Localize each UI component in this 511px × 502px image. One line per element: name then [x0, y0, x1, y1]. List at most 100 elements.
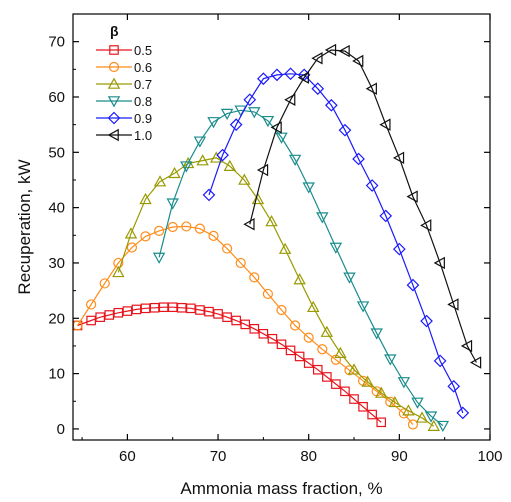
data-point: [338, 123, 352, 137]
data-point: [456, 406, 470, 420]
data-point: [356, 301, 370, 313]
legend-marker: [107, 77, 121, 89]
data-point: [320, 325, 334, 337]
data-point: [216, 148, 229, 162]
y-axis: 0 10 20 30 40 50 60 70: [48, 34, 490, 438]
data-point: [374, 386, 388, 398]
data-point: [240, 319, 251, 330]
data-point: [208, 230, 219, 241]
x-tick-label: 60: [119, 448, 136, 465]
series-0.5: [72, 302, 387, 428]
series-line: [158, 109, 444, 427]
data-point: [122, 306, 133, 316]
data-point: [194, 223, 206, 234]
data-point: [257, 72, 270, 86]
data-point: [267, 333, 278, 344]
legend-marker: [109, 45, 119, 55]
data-point: [238, 173, 251, 185]
data-point: [388, 395, 402, 408]
legend-label: 0.6: [134, 60, 152, 75]
data-point: [447, 298, 459, 311]
data-point: [276, 304, 287, 316]
data-point: [293, 273, 306, 285]
data-point: [397, 377, 411, 389]
data-point: [167, 302, 178, 313]
y-tick-label: 0: [57, 421, 65, 438]
data-point: [402, 404, 415, 416]
data-point: [370, 328, 383, 340]
data-point: [303, 358, 314, 368]
legend-item: 0.6: [96, 60, 152, 75]
data-point: [427, 419, 441, 431]
data-point: [469, 356, 482, 369]
data-point: [270, 68, 284, 82]
data-point: [149, 302, 160, 313]
data-point: [248, 107, 261, 119]
series-0.8: [152, 105, 450, 433]
data-point: [424, 411, 438, 423]
data-point: [340, 386, 350, 397]
legend-label: 0.8: [134, 94, 152, 109]
data-point: [294, 351, 305, 362]
data-point: [196, 154, 209, 166]
x-tick-label: 80: [300, 448, 317, 465]
data-point: [358, 402, 368, 412]
data-point: [276, 339, 287, 350]
series-line: [249, 49, 477, 363]
data-point: [124, 227, 138, 239]
data-point: [213, 309, 223, 319]
data-point: [181, 221, 192, 232]
legend-item: 0.9: [96, 111, 152, 126]
legend-marker: [107, 111, 121, 125]
data-point: [302, 182, 315, 194]
data-point: [285, 345, 296, 356]
data-point: [392, 151, 405, 165]
data-point: [284, 93, 296, 106]
data-point: [284, 67, 297, 81]
data-point: [220, 108, 234, 121]
y-axis-label: Recuperation, kW: [15, 159, 34, 294]
data-point: [265, 215, 278, 227]
data-point: [317, 344, 328, 355]
data-point: [433, 354, 447, 368]
data-point: [406, 190, 418, 203]
series-1.0: [243, 43, 482, 369]
x-axis-label: Ammonia mass fraction, %: [180, 479, 382, 498]
data-point: [243, 218, 255, 231]
data-point: [222, 243, 233, 254]
data-point: [365, 179, 379, 192]
data-point: [154, 225, 165, 236]
data-point: [235, 257, 246, 269]
x-tick-label: 100: [477, 448, 502, 465]
data-point: [311, 52, 323, 65]
data-point: [126, 242, 138, 253]
legend-marker: [108, 61, 120, 73]
data-point: [312, 364, 323, 375]
data-point: [379, 209, 393, 223]
data-point: [379, 118, 391, 131]
y-tick-label: 20: [48, 310, 65, 327]
legend-label: 0.7: [134, 77, 152, 92]
data-point: [140, 231, 151, 242]
data-point: [398, 408, 409, 419]
data-point: [99, 278, 110, 289]
data-point: [207, 117, 220, 129]
data-point: [367, 409, 377, 420]
series-0.7: [112, 151, 441, 431]
data-point: [411, 397, 424, 409]
data-point: [316, 212, 329, 224]
data-point: [204, 306, 214, 317]
y-tick-label: 40: [48, 200, 65, 217]
data-point: [258, 328, 269, 339]
data-point: [86, 299, 97, 310]
data-point: [352, 54, 364, 68]
data-point: [176, 302, 187, 313]
data-point: [202, 188, 216, 202]
data-point: [168, 166, 181, 179]
data-point: [303, 332, 314, 343]
data-point: [407, 419, 419, 430]
y-tick-label: 30: [48, 255, 65, 272]
data-point: [307, 300, 320, 313]
x-axis: 60 70 80 90 100: [81, 14, 503, 465]
